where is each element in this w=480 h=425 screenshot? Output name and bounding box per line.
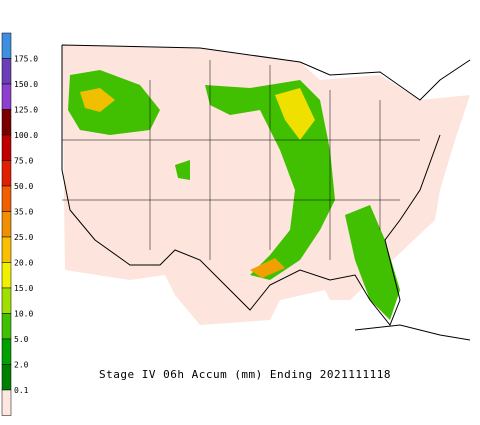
- legend-label: 100.0: [14, 131, 38, 140]
- legend-label: 2.0: [14, 361, 29, 370]
- country-outline: [61, 44, 471, 326]
- legend-label: 150.0: [14, 80, 38, 89]
- state-lines: [62, 60, 420, 260]
- legend-swatch: [1, 262, 12, 289]
- legend-label: 50.0: [14, 182, 33, 191]
- precip-gulf-core: [250, 258, 285, 278]
- legend-label: 75.0: [14, 157, 33, 166]
- map-title: Stage IV 06h Accum (mm) Ending 202111111…: [99, 368, 391, 381]
- legend-swatch: [1, 185, 12, 212]
- legend: 175.0 150.0 125.0 100.0 75.0 50.0 35.0 25.0 20.0…: [1, 32, 38, 416]
- caribbean-outline: [354, 324, 471, 341]
- legend-swatch: [1, 313, 12, 340]
- legend-label: 20.0: [14, 259, 33, 268]
- legend-swatch: [1, 160, 12, 187]
- legend-swatch: [1, 236, 12, 263]
- legend-swatch: [1, 109, 12, 136]
- precip-patch: [175, 160, 190, 180]
- legend-swatch: [1, 389, 12, 416]
- precip-central-core: [275, 88, 315, 140]
- legend-swatch: [1, 211, 12, 238]
- legend-label: 25.0: [14, 233, 33, 242]
- legend-label: 35.0: [14, 208, 33, 217]
- legend-swatch: [1, 364, 12, 391]
- legend-label: 0.1: [14, 386, 29, 395]
- legend-swatch: [1, 58, 12, 85]
- legend-swatch: [1, 287, 12, 314]
- legend-swatch: [1, 32, 12, 59]
- precip-northwest-core: [80, 88, 115, 112]
- legend-label: 15.0: [14, 284, 33, 293]
- legend-label: 125.0: [14, 106, 38, 115]
- legend-swatch: [1, 134, 12, 161]
- legend-label: 175.0: [14, 55, 38, 64]
- legend-label: 5.0: [14, 335, 29, 344]
- legend-swatch: [1, 83, 12, 110]
- precip-southeast: [345, 205, 400, 320]
- precip-northwest: [68, 70, 160, 135]
- legend-label: 10.0: [14, 310, 33, 319]
- legend-swatch: [1, 338, 12, 365]
